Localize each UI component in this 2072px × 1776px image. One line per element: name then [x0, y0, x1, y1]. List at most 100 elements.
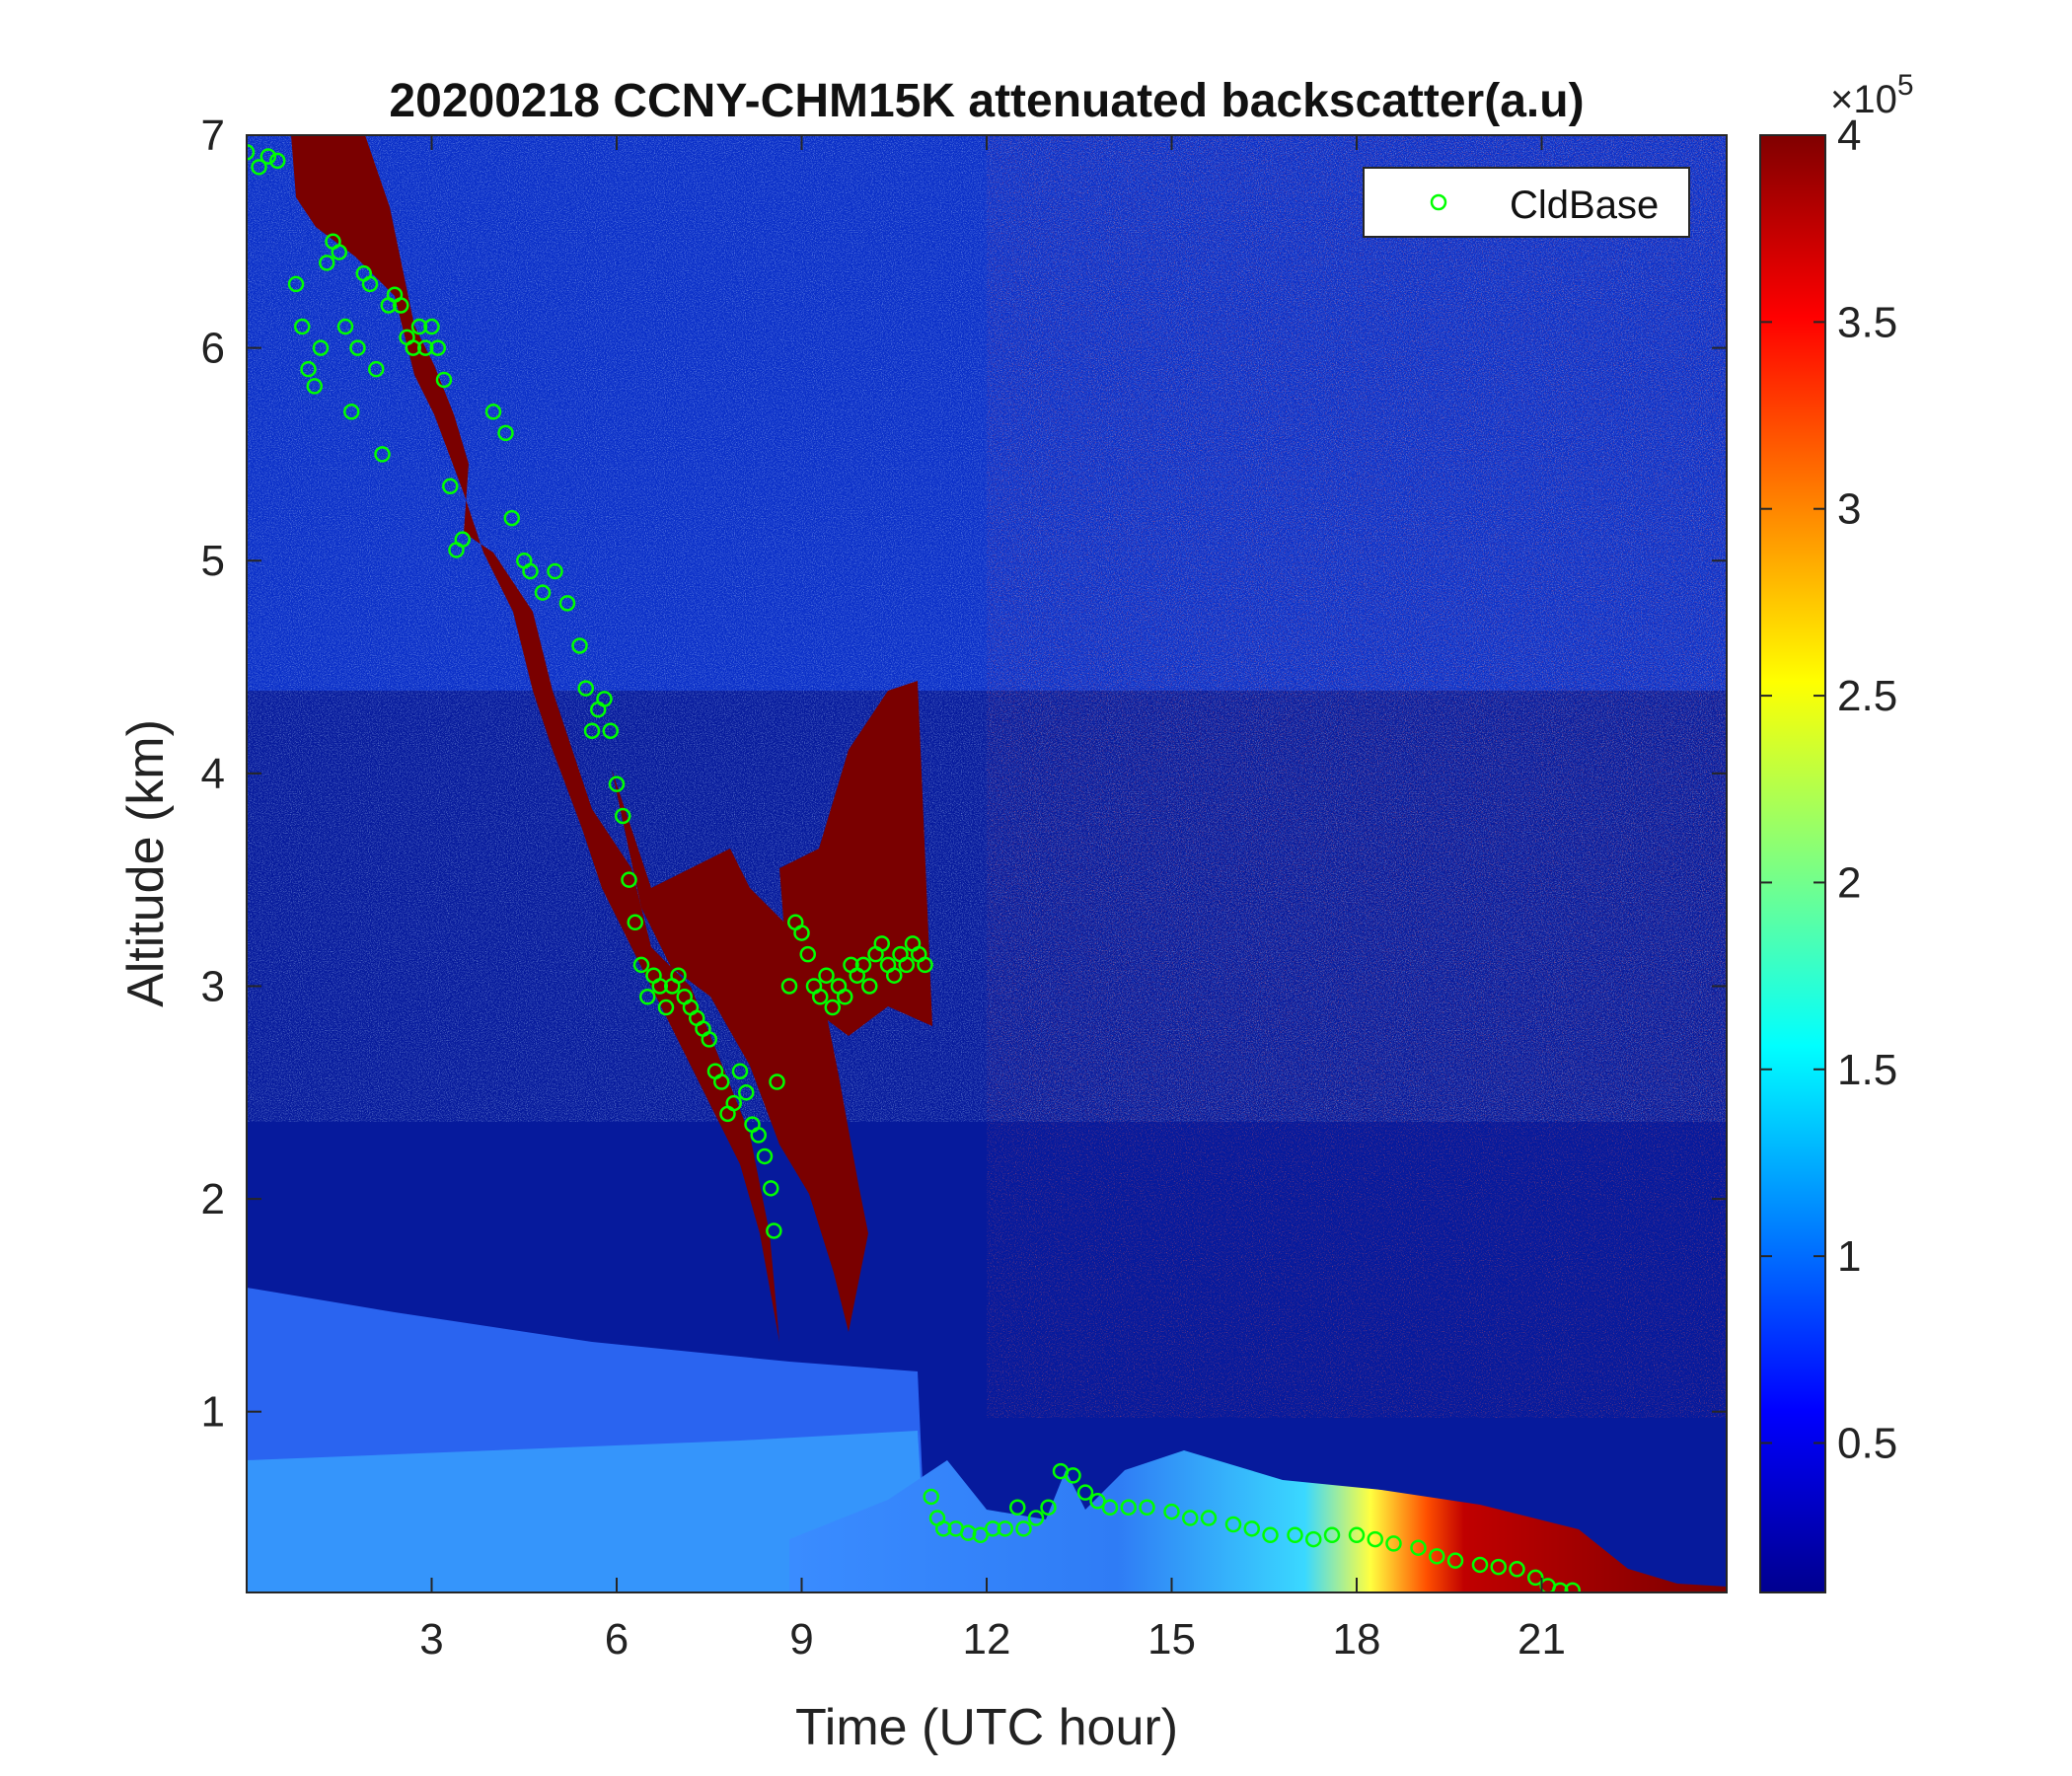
cldbase-point: [571, 637, 588, 654]
surface-cloud-region: [789, 1450, 1727, 1592]
cldbase-point: [713, 1073, 730, 1090]
colorbar: 0.5 1 1.5 2 2.5 3 3.5 4 ×105: [1759, 69, 1914, 1593]
cldbase-point: [935, 1520, 952, 1537]
cldbase-point: [596, 691, 613, 707]
cldbase-point: [349, 339, 366, 356]
cldbase-point: [319, 255, 335, 271]
cldbase-point: [1040, 1499, 1057, 1517]
cldbase-point: [793, 925, 810, 941]
x-tick-label: 12: [963, 1615, 1011, 1664]
cldbase-point: [1471, 1556, 1489, 1574]
cldbase-point: [577, 680, 594, 697]
heatmap-noise-right: [987, 135, 1727, 1418]
colorbar-tick-label: 1.5: [1837, 1046, 1897, 1094]
cldbase-point: [750, 1127, 767, 1144]
legend-box: [1363, 167, 1690, 238]
cldbase-point: [374, 446, 391, 463]
cldbase-point: [886, 967, 903, 984]
legend-marker: [1430, 193, 1447, 211]
cldbase-point: [312, 339, 330, 356]
cldbase-point: [766, 1222, 782, 1239]
cldbase-point: [824, 999, 841, 1016]
cldbase-point: [503, 509, 520, 527]
y-tick-label: 7: [201, 111, 225, 160]
y-tick-label: 3: [201, 962, 225, 1010]
cldbase-point: [269, 152, 286, 170]
x-tick-label: 3: [419, 1615, 443, 1664]
legend: CldBase: [1363, 167, 1690, 238]
cldbase-point: [423, 318, 440, 335]
cldbase-point: [873, 935, 890, 952]
cldbase-point: [731, 1063, 749, 1079]
chart-title: 20200218 CCNY-CHM15K attenuated backscat…: [389, 75, 1584, 127]
cldbase-point: [522, 562, 539, 580]
cldbase-point: [1120, 1499, 1137, 1517]
cldbase-point: [1367, 1530, 1383, 1548]
y-axis-label: Altitude (km): [117, 719, 175, 1007]
cldbase-point: [756, 1147, 774, 1165]
cldbase-point: [763, 1180, 779, 1197]
x-axis-label: Time (UTC hour): [795, 1699, 1178, 1756]
cldbase-point: [442, 478, 459, 495]
cldbase-point: [812, 989, 829, 1005]
cldbase-point: [435, 371, 453, 389]
cldbase-point: [1139, 1499, 1155, 1517]
cldbase-point: [1509, 1561, 1525, 1578]
cloud-region-right: [779, 681, 932, 1036]
cldbase-point: [1446, 1552, 1464, 1569]
cldbase-point: [1490, 1558, 1507, 1576]
colorbar-tick-label: 0.5: [1837, 1420, 1897, 1468]
cldbase-point: [294, 318, 311, 335]
cldbase-point: [300, 360, 317, 378]
cldbase-point: [1076, 1484, 1094, 1501]
colorbar-tick-label: 4: [1837, 111, 1861, 160]
cldbase-point: [651, 978, 668, 995]
cldbase-point: [331, 244, 347, 260]
cldbase-point: [701, 1031, 717, 1048]
cldbase-point: [621, 871, 637, 888]
cldbase-point: [602, 722, 619, 739]
cldbase-point: [799, 945, 816, 963]
cldbase-point: [306, 378, 323, 395]
cldbase-point: [1065, 1467, 1081, 1484]
cldbase-point: [615, 807, 631, 825]
cldbase-point: [639, 989, 656, 1005]
cldbase-point: [997, 1520, 1013, 1537]
cldbase-point: [583, 722, 601, 739]
colorbar-tick-label: 2: [1837, 858, 1861, 907]
colorbar-tick-label: 3.5: [1837, 298, 1897, 346]
cldbase-point: [608, 776, 626, 792]
y-tick-label: 6: [201, 325, 225, 373]
cldbase-point: [1027, 1510, 1045, 1526]
cldbase-point: [780, 978, 798, 995]
cldbase-point: [534, 584, 552, 601]
cldbase-point: [1224, 1516, 1242, 1533]
cldbase-point: [972, 1526, 989, 1544]
colorbar-tick-label: 3: [1837, 485, 1861, 534]
cldbase-point: [769, 1073, 785, 1090]
cldbase-point: [861, 978, 878, 995]
cldbase-point: [818, 967, 835, 984]
cldbase-point: [1163, 1503, 1180, 1520]
y-tick-label: 2: [201, 1175, 225, 1223]
x-tick-label: 15: [1147, 1615, 1196, 1664]
cldbase-point: [1089, 1493, 1106, 1510]
cldbase-point: [1182, 1510, 1199, 1526]
cldbase-point: [1262, 1526, 1279, 1544]
x-tick-label: 18: [1333, 1615, 1381, 1664]
cldbase-point: [1410, 1539, 1427, 1556]
cldbase-point: [1323, 1526, 1341, 1544]
cldbase-point: [917, 956, 933, 974]
y-tick-label: 1: [201, 1388, 225, 1437]
cldbase-point: [725, 1094, 742, 1112]
cldbase-point: [497, 424, 514, 442]
cldbase-point: [1305, 1530, 1322, 1548]
cldbase-point: [898, 956, 915, 974]
cldbase-point: [1348, 1526, 1366, 1544]
x-tick-label: 9: [789, 1615, 813, 1664]
cldbase-point: [657, 999, 675, 1016]
cldbase-point: [854, 956, 872, 974]
x-tick-label: 21: [1517, 1615, 1566, 1664]
cldbase-point: [361, 275, 379, 293]
